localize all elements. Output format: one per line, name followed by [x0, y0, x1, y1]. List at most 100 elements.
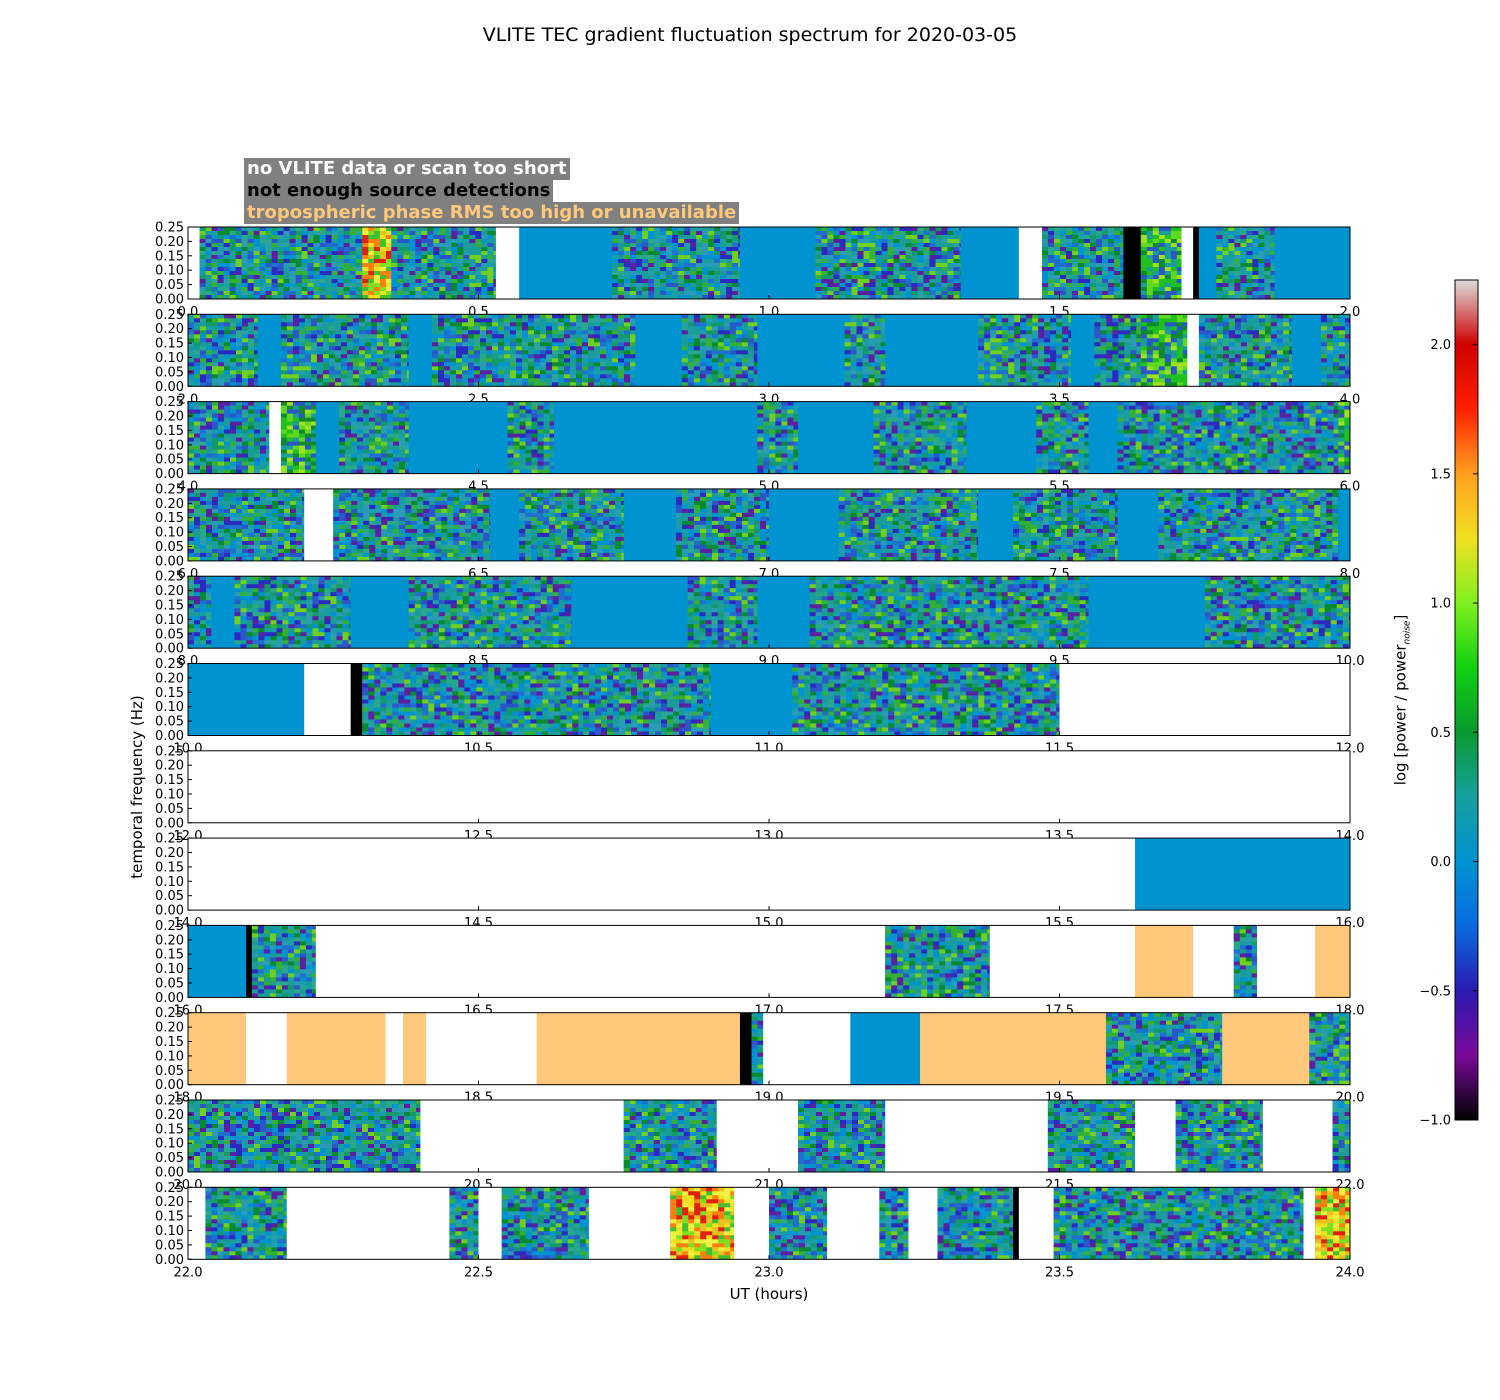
x-axis-label: UT (hours) [729, 1285, 809, 1303]
segment-no-data [1135, 1100, 1177, 1172]
segment-spectrum [391, 227, 497, 299]
segment-spectrum [280, 314, 410, 387]
y-tick-label: 0.05 [155, 1064, 184, 1079]
segment-quiet [188, 925, 247, 998]
segment-quiet [519, 227, 613, 299]
panel-6 [188, 663, 1350, 736]
segment-no-data [885, 1100, 1049, 1172]
y-tick-label: 0.05 [155, 365, 184, 380]
segment-spectrum [188, 314, 259, 387]
colorbar-tick-label: 0.0 [1430, 855, 1451, 870]
segment-no-data [588, 1187, 671, 1260]
y-tick-label: 0.25 [155, 482, 184, 497]
y-tick-label: 0.10 [155, 264, 184, 279]
y-tick-label: 0.15 [155, 860, 184, 875]
legend-entry-tropospheric-rms: tropospheric phase RMS too high or unava… [244, 202, 740, 224]
y-tick-label: 0.05 [155, 1238, 184, 1253]
y-tick-label: 0.00 [155, 991, 184, 1006]
segment-spectrum [1332, 1100, 1350, 1172]
segment-quiet [211, 576, 235, 649]
segment-no-data [188, 1187, 206, 1260]
segment-quiet [350, 576, 410, 649]
y-tick-label: 0.05 [155, 1151, 184, 1166]
segment-no-data [385, 1012, 404, 1085]
segment-quiet [1338, 488, 1350, 561]
y-tick-label: 0.00 [155, 729, 184, 744]
segment-quiet [490, 488, 520, 561]
segment-quiet [257, 314, 282, 387]
y-tick-label: 0.00 [155, 1078, 184, 1093]
y-tick-label: 0.10 [155, 1049, 184, 1064]
segment-spectrum [1036, 401, 1090, 474]
segment-quiet [798, 401, 875, 474]
segment-quiet [710, 663, 793, 736]
x-tick-label: 23.0 [755, 1265, 784, 1280]
segment-quiet [188, 663, 305, 736]
segment-quiet [623, 488, 677, 561]
segment-spectrum [339, 401, 410, 474]
segment-no-data [420, 1100, 625, 1172]
segment-quiet [1088, 401, 1119, 474]
segment-spectrum [234, 576, 352, 649]
segment-quiet [850, 1012, 921, 1085]
segment-spectrum [1233, 925, 1258, 998]
segment-tropospheric-rms [536, 1012, 741, 1085]
y-tick-label: 0.05 [155, 802, 184, 817]
segment-spectrum [612, 227, 741, 299]
segment-no-data [734, 1187, 770, 1260]
segment-quiet [757, 314, 846, 387]
segment-tropospheric-rms [1222, 1012, 1310, 1085]
y-tick-label: 0.20 [155, 1021, 184, 1036]
segment-spectrum [408, 576, 572, 649]
segment-spectrum [1053, 1187, 1305, 1260]
colorbar-tick-label: 1.0 [1430, 597, 1451, 612]
segment-not-enough-detections [350, 663, 363, 736]
segment-spectrum [1042, 227, 1124, 299]
segment-not-enough-detections [1123, 227, 1142, 299]
y-tick-label: 0.15 [155, 948, 184, 963]
y-tick-label: 0.00 [155, 467, 184, 482]
segment-spectrum [1309, 1012, 1350, 1085]
colorbar-label-sub: noise [1402, 620, 1413, 645]
segment-no-data [188, 227, 201, 299]
y-tick-label: 0.05 [155, 278, 184, 293]
y-tick-label: 0.05 [155, 453, 184, 468]
segment-spectrum [687, 576, 758, 649]
y-tick-label: 0.20 [155, 759, 184, 774]
y-tick-label: 0.25 [155, 657, 184, 672]
segment-quiet [966, 401, 1037, 474]
y-tick-label: 0.10 [155, 613, 184, 628]
segment-spectrum [583, 663, 712, 736]
segment-spectrum [1198, 314, 1293, 387]
y-tick-label: 0.20 [155, 410, 184, 425]
segment-spectrum [937, 1187, 1014, 1260]
segment-no-data [1018, 227, 1043, 299]
legend-entry-not-enough-detections: not enough source detections [244, 180, 554, 202]
segment-no-data [269, 401, 282, 474]
y-tick-label: 0.15 [155, 337, 184, 352]
segment-spectrum [1047, 1100, 1136, 1172]
segment-spectrum [432, 314, 636, 387]
segment-spectrum [449, 1187, 479, 1260]
y-tick-label: 0.05 [155, 715, 184, 730]
colorbar-tick-label: 1.5 [1430, 467, 1451, 482]
panel-1 [188, 227, 1350, 299]
segment-spectrum [333, 488, 491, 561]
segment-quiet [1088, 576, 1206, 649]
x-tick-label: 22.0 [174, 1265, 203, 1280]
segment-spectrum [769, 1187, 828, 1260]
segment-no-data [304, 488, 334, 561]
y-tick-label: 0.20 [155, 846, 184, 861]
segment-tropospheric-rms [402, 1012, 427, 1085]
segment-spectrum [1315, 1187, 1350, 1260]
segment-spectrum [838, 488, 979, 561]
y-tick-label: 0.10 [155, 438, 184, 453]
segment-no-data [478, 1187, 503, 1260]
panel-2 [188, 314, 1350, 387]
segment-not-enough-detections [246, 925, 253, 998]
segment-no-data [763, 1012, 851, 1085]
segment-quiet [960, 227, 1020, 299]
y-tick-label: 0.05 [155, 627, 184, 642]
y-tick-label: 0.20 [155, 584, 184, 599]
